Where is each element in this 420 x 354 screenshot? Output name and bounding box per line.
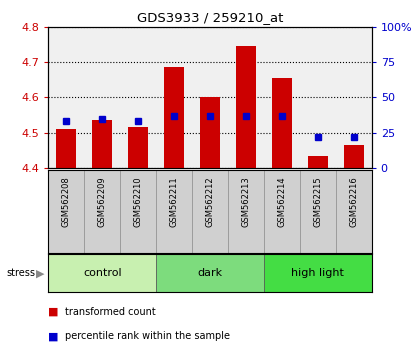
Text: GSM562214: GSM562214 bbox=[277, 177, 286, 227]
Text: GSM562215: GSM562215 bbox=[313, 177, 322, 227]
Bar bbox=[84, 27, 120, 168]
Bar bbox=[120, 27, 156, 168]
Bar bbox=[128, 127, 148, 168]
Bar bbox=[236, 46, 256, 168]
Bar bbox=[192, 27, 228, 168]
Bar bbox=[264, 254, 372, 292]
Text: transformed count: transformed count bbox=[65, 307, 156, 316]
Text: GSM562208: GSM562208 bbox=[62, 177, 71, 227]
Bar bbox=[156, 27, 192, 168]
Bar bbox=[264, 27, 300, 168]
Bar bbox=[272, 78, 292, 168]
Text: GSM562210: GSM562210 bbox=[134, 177, 143, 227]
Bar bbox=[300, 27, 336, 168]
Text: high light: high light bbox=[291, 268, 344, 278]
Text: stress: stress bbox=[6, 268, 35, 278]
Text: dark: dark bbox=[197, 268, 223, 278]
Bar bbox=[156, 254, 264, 292]
Bar bbox=[92, 120, 112, 168]
Text: GSM562209: GSM562209 bbox=[98, 177, 107, 227]
Text: percentile rank within the sample: percentile rank within the sample bbox=[65, 331, 230, 341]
Bar bbox=[48, 27, 84, 168]
Bar bbox=[228, 27, 264, 168]
Bar bbox=[48, 254, 156, 292]
Title: GDS3933 / 259210_at: GDS3933 / 259210_at bbox=[137, 11, 283, 24]
Bar bbox=[164, 67, 184, 168]
Text: control: control bbox=[83, 268, 121, 278]
Text: ▶: ▶ bbox=[36, 268, 44, 278]
Text: GSM562211: GSM562211 bbox=[170, 177, 178, 227]
Bar bbox=[200, 97, 220, 168]
Text: GSM562213: GSM562213 bbox=[241, 177, 250, 227]
Text: GSM562212: GSM562212 bbox=[205, 177, 215, 227]
Bar bbox=[308, 156, 328, 168]
Text: ■: ■ bbox=[48, 307, 59, 316]
Text: GSM562216: GSM562216 bbox=[349, 177, 358, 227]
Bar bbox=[56, 129, 76, 168]
Bar bbox=[336, 27, 372, 168]
Text: ■: ■ bbox=[48, 331, 59, 341]
Bar bbox=[344, 145, 364, 168]
